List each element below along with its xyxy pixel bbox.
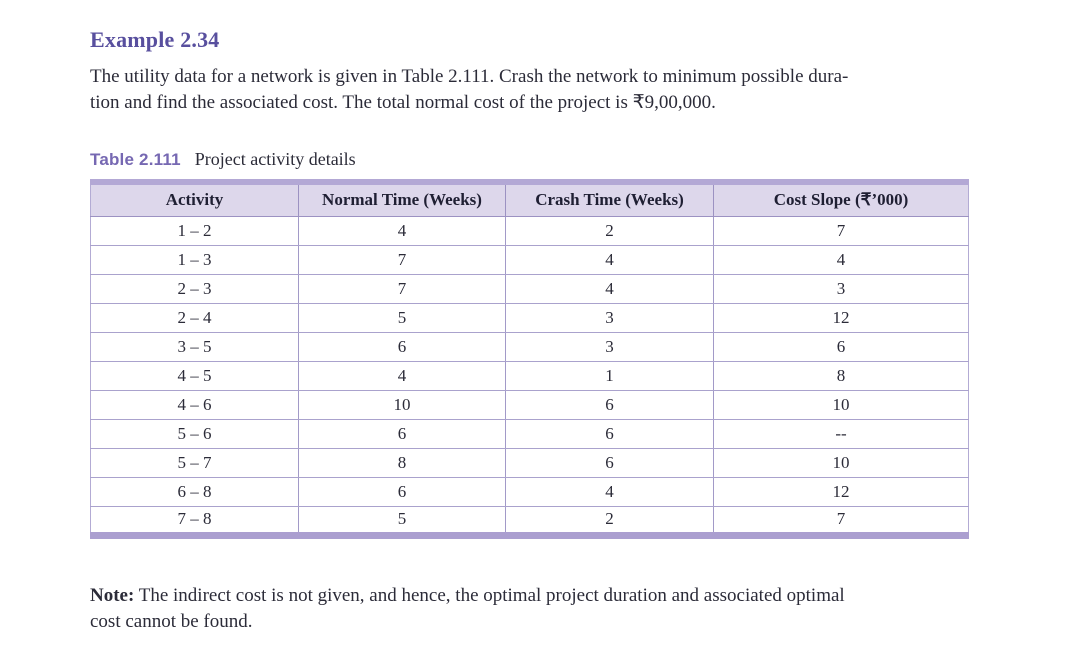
table-row: 7 – 8 5 2 7 bbox=[90, 506, 969, 535]
table-cell: 6 bbox=[505, 419, 714, 449]
table-cell: 4 bbox=[505, 274, 714, 304]
column-header-normal-time: Normal Time (Weeks) bbox=[298, 182, 506, 217]
table-cell: 4 bbox=[298, 216, 506, 246]
page-content: Example 2.34 The utility data for a netw… bbox=[90, 0, 1005, 635]
table-cell: 10 bbox=[713, 448, 969, 478]
table-cell: 7 bbox=[298, 274, 506, 304]
table-cell: 5 – 6 bbox=[90, 419, 299, 449]
table-cell: 4 bbox=[505, 477, 714, 507]
table-cell: 6 bbox=[713, 332, 969, 362]
table-row: 2 – 3 7 4 3 bbox=[90, 274, 969, 304]
table-cell: 8 bbox=[298, 448, 506, 478]
table-cell: 3 – 5 bbox=[90, 332, 299, 362]
table-cell: 4 – 6 bbox=[90, 390, 299, 420]
table-cell: 7 – 8 bbox=[90, 506, 299, 535]
table-cell: 1 – 3 bbox=[90, 245, 299, 275]
table-cell: 6 bbox=[298, 419, 506, 449]
table-row: 3 – 5 6 3 6 bbox=[90, 332, 969, 362]
table-cell: 10 bbox=[298, 390, 506, 420]
table-cell: 12 bbox=[713, 303, 969, 333]
table-row: 5 – 7 8 6 10 bbox=[90, 448, 969, 478]
project-activity-table: Activity Normal Time (Weeks) Crash Time … bbox=[90, 179, 969, 539]
table-cell: 8 bbox=[713, 361, 969, 391]
table-cell: 2 bbox=[505, 506, 714, 535]
table-row: 1 – 2 4 2 7 bbox=[90, 216, 969, 246]
table-row: 4 – 5 4 1 8 bbox=[90, 361, 969, 391]
note-line-1: Note: The indirect cost is not given, an… bbox=[90, 583, 1005, 609]
table-cell: 4 – 5 bbox=[90, 361, 299, 391]
column-header-cost-slope: Cost Slope (₹’000) bbox=[713, 182, 969, 217]
table-cell: 2 – 3 bbox=[90, 274, 299, 304]
table-row: 1 – 3 7 4 4 bbox=[90, 245, 969, 275]
table-row: 5 – 6 6 6 -- bbox=[90, 419, 969, 449]
intro-paragraph: The utility data for a network is given … bbox=[90, 64, 1005, 116]
table-cell: -- bbox=[713, 419, 969, 449]
table-cell: 6 bbox=[505, 448, 714, 478]
table-cell: 5 bbox=[298, 303, 506, 333]
example-heading: Example 2.34 bbox=[90, 27, 220, 52]
table-cell: 12 bbox=[713, 477, 969, 507]
table-cell: 1 bbox=[505, 361, 714, 391]
table-caption-row: Table 2.111 Project activity details bbox=[90, 149, 1005, 170]
note-line-1-text: The indirect cost is not given, and henc… bbox=[134, 584, 845, 606]
table-cell: 5 bbox=[298, 506, 506, 535]
note-label: Note: bbox=[90, 584, 135, 606]
column-header-crash-time: Crash Time (Weeks) bbox=[505, 182, 714, 217]
table-cell: 6 bbox=[298, 477, 506, 507]
table-cell: 1 – 2 bbox=[90, 216, 299, 246]
table-cell: 3 bbox=[713, 274, 969, 304]
table-cell: 7 bbox=[298, 245, 506, 275]
table-cell: 7 bbox=[713, 506, 969, 535]
table-cell: 6 bbox=[298, 332, 506, 362]
table-row: 6 – 8 6 4 12 bbox=[90, 477, 969, 507]
table-caption-text: Project activity details bbox=[194, 149, 356, 169]
table-row: 2 – 4 5 3 12 bbox=[90, 303, 969, 333]
intro-line-1: The utility data for a network is given … bbox=[90, 66, 849, 87]
table-cell: 7 bbox=[713, 216, 969, 246]
table-cell: 10 bbox=[713, 390, 969, 420]
table-cell: 2 bbox=[505, 216, 714, 246]
table-cell: 4 bbox=[298, 361, 506, 391]
table-cell: 4 bbox=[713, 245, 969, 275]
note-paragraph: Note: The indirect cost is not given, an… bbox=[90, 583, 1005, 635]
table-cell: 3 bbox=[505, 332, 714, 362]
table-cell: 6 bbox=[505, 390, 714, 420]
table-cell: 6 – 8 bbox=[90, 477, 299, 507]
intro-line-2: tion and find the associated cost. The t… bbox=[90, 92, 716, 113]
column-header-activity: Activity bbox=[90, 182, 299, 217]
table-number-label: Table 2.111 bbox=[90, 150, 181, 169]
table-cell: 3 bbox=[505, 303, 714, 333]
table-cell: 5 – 7 bbox=[90, 448, 299, 478]
table-row: 4 – 6 10 6 10 bbox=[90, 390, 969, 420]
table-header-row: Activity Normal Time (Weeks) Crash Time … bbox=[90, 182, 969, 217]
table-cell: 2 – 4 bbox=[90, 303, 299, 333]
table-cell: 4 bbox=[505, 245, 714, 275]
note-line-2: cost cannot be found. bbox=[90, 610, 253, 632]
